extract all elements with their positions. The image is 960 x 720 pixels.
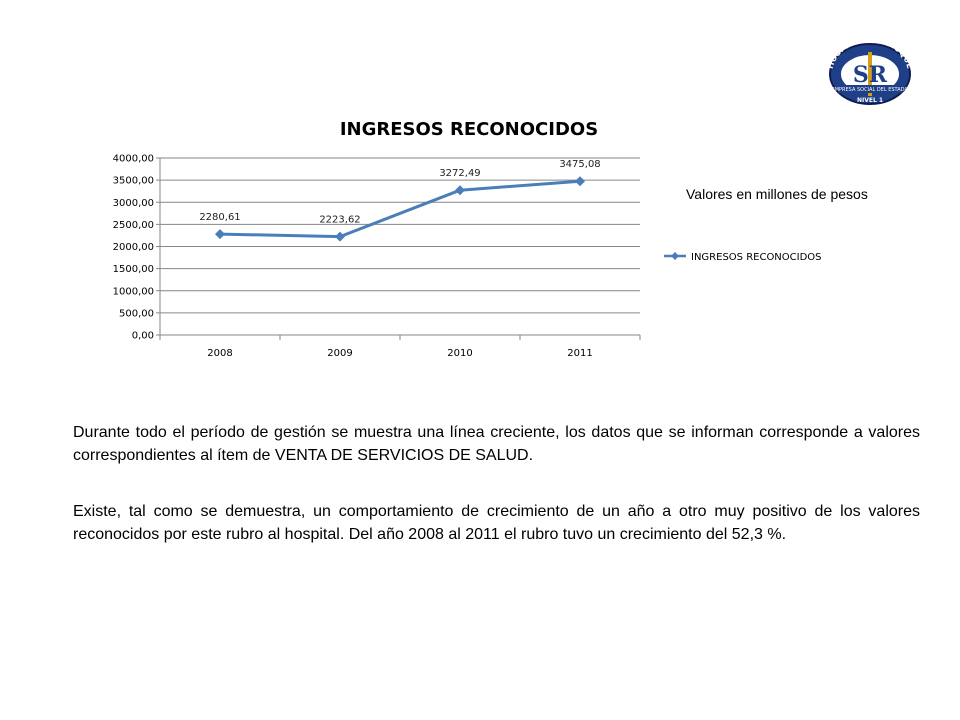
x-tick-label: 2009 xyxy=(327,348,352,359)
y-tick-label: 4000,00 xyxy=(113,154,154,165)
logo-band-text: EMPRESA SOCIAL DEL ESTADO xyxy=(832,87,909,93)
gridlines xyxy=(160,157,640,336)
y-tick-label: 0,00 xyxy=(132,331,154,342)
series-line xyxy=(219,179,581,239)
y-tick-label: 1000,00 xyxy=(113,286,154,297)
legend-label: INGRESOS RECONOCIDOS xyxy=(691,252,822,263)
data-label: 3272,49 xyxy=(439,168,480,179)
y-tick-label: 3500,00 xyxy=(113,176,154,187)
units-note: Valores en millones de pesos xyxy=(686,186,868,202)
y-tick-label: 2500,00 xyxy=(113,220,154,231)
data-point xyxy=(575,176,585,187)
line-chart: INGRESOS RECONOCIDOS 0,00 500,00 1000,00 15… xyxy=(113,119,822,359)
y-tick-label: 1500,00 xyxy=(113,264,154,275)
y-tick-label: 2000,00 xyxy=(113,242,154,253)
data-point xyxy=(215,229,225,240)
data-point xyxy=(455,185,465,196)
x-tick-label: 2011 xyxy=(567,348,592,359)
logo-monogram: SR xyxy=(853,62,888,88)
logo-level-text: NIVEL 1 xyxy=(857,97,883,104)
paragraph-1: Durante todo el período de gestión se mu… xyxy=(73,424,920,464)
chart-title: INGRESOS RECONOCIDOS xyxy=(340,119,598,140)
paragraph-2: Existe, tal como se demuestra, un compor… xyxy=(73,503,920,543)
series-ingresos: 2280,61 2223,62 3272,49 3475,08 xyxy=(199,159,601,242)
data-label: 2280,61 xyxy=(199,212,240,223)
y-tick-label: 500,00 xyxy=(119,308,154,319)
data-label: 2223,62 xyxy=(319,215,360,226)
legend-marker xyxy=(671,252,679,260)
y-tick-label: 3000,00 xyxy=(113,198,154,209)
data-point xyxy=(335,231,345,242)
hospital-logo: HOSPITAL SAN ROQUE SR EMPRESA SOCIAL DEL… xyxy=(826,38,914,105)
x-axis: 2008 2009 2010 2011 xyxy=(159,335,641,359)
x-tick-label: 2010 xyxy=(447,348,472,359)
x-tick-label: 2008 xyxy=(207,348,232,359)
y-axis: 0,00 500,00 1000,00 1500,00 2000,00 2500,00 30… xyxy=(113,154,161,342)
legend: INGRESOS RECONOCIDOS xyxy=(664,252,822,263)
data-label: 3475,08 xyxy=(559,159,600,170)
